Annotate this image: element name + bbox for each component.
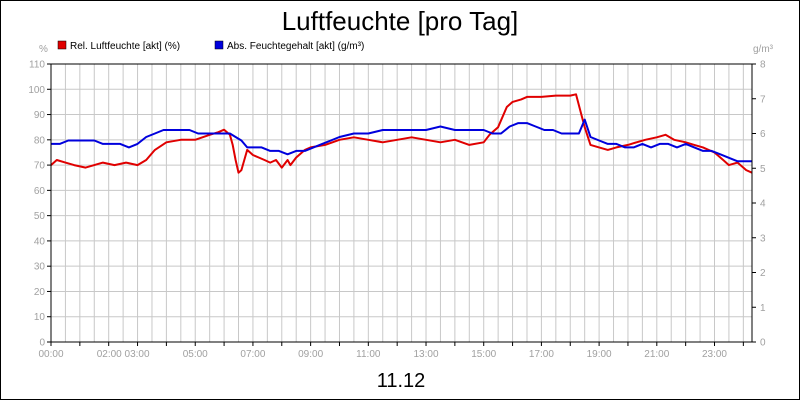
y-right-tick-label: 0 xyxy=(760,338,766,349)
series-line-rel-humidity xyxy=(50,93,753,174)
y-left-unit: % xyxy=(39,44,48,55)
x-tick-label: 07:00 xyxy=(240,349,265,360)
x-tick-label: 00:00 xyxy=(38,349,63,360)
y-left-tick-label: 60 xyxy=(34,186,46,197)
y-right-unit: g/m³ xyxy=(753,44,774,55)
y-right-tick-label: 4 xyxy=(760,199,766,210)
series-line-abs-humidity xyxy=(51,118,752,163)
y-left-tick-label: 90 xyxy=(34,110,46,121)
y-right-tick-label: 3 xyxy=(760,233,766,244)
y-left-tick-label: 30 xyxy=(34,262,46,273)
x-tick-label: 23:00 xyxy=(702,349,727,360)
x-tick-label: 21:00 xyxy=(644,349,669,360)
x-axis: 00:00 02:00 03:00 05:00 07:00 09:00 11:00 13:0… xyxy=(38,342,744,360)
x-tick-label: 17:00 xyxy=(529,349,554,360)
y-right-tick-label: 8 xyxy=(760,60,766,71)
y-left-tick-label: 10 xyxy=(34,312,46,323)
legend-swatch-abs xyxy=(214,40,224,50)
y-right-tick-label: 2 xyxy=(760,268,766,279)
series-lines xyxy=(50,93,753,174)
y-axis-right: 0 1 2 3 4 5 6 7 8 xyxy=(752,60,766,349)
y-right-tick-label: 7 xyxy=(760,94,766,105)
legend-label-abs: Abs. Feuchtegehalt [akt] (g/m³) xyxy=(227,41,364,52)
y-right-tick-label: 5 xyxy=(760,164,766,175)
legend-label-rel: Rel. Luftfeuchte [akt] (%) xyxy=(70,41,180,52)
y-left-tick-label: 20 xyxy=(34,287,46,298)
legend-swatch-rel xyxy=(57,40,67,50)
x-tick-label: 09:00 xyxy=(298,349,323,360)
x-tick-label: 15:00 xyxy=(471,349,496,360)
x-tick-label: 11:00 xyxy=(356,349,381,360)
y-left-tick-label: 100 xyxy=(28,85,45,96)
y-left-tick-label: 70 xyxy=(34,161,46,172)
date-label: 11.12 xyxy=(377,370,426,392)
y-axis-left: 0 10 20 30 40 50 60 70 80 90 100 110 xyxy=(28,60,51,349)
chart-title: Luftfeuchte [pro Tag] xyxy=(282,6,519,36)
x-tick-label: 05:00 xyxy=(183,349,208,360)
y-left-tick-label: 80 xyxy=(34,135,46,146)
y-left-tick-label: 0 xyxy=(39,338,45,349)
y-right-tick-label: 6 xyxy=(760,129,766,140)
x-tick-label: 19:00 xyxy=(587,349,612,360)
y-right-tick-label: 1 xyxy=(760,303,766,314)
grid-lines xyxy=(51,63,752,343)
y-left-tick-label: 50 xyxy=(34,211,46,222)
y-left-tick-label: 40 xyxy=(34,236,46,247)
x-tick-label: 02:00 03:00 xyxy=(97,349,150,360)
y-left-tick-label: 110 xyxy=(29,60,45,71)
x-tick-label: 13:00 xyxy=(414,349,439,360)
plot-area xyxy=(50,63,753,343)
